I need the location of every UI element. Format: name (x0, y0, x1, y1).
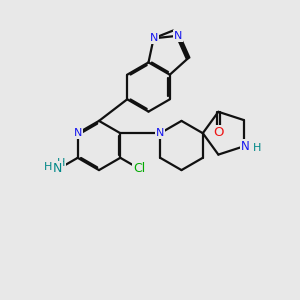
Text: H: H (253, 143, 261, 153)
Text: N: N (174, 31, 182, 41)
Text: N: N (74, 128, 82, 138)
Text: N: N (241, 140, 249, 153)
Text: Cl: Cl (133, 162, 145, 175)
Text: O: O (213, 126, 224, 139)
Text: N: N (156, 128, 164, 138)
Text: N: N (53, 162, 62, 175)
Text: H: H (44, 162, 53, 172)
Text: N: N (149, 33, 158, 43)
Text: H: H (57, 158, 66, 168)
